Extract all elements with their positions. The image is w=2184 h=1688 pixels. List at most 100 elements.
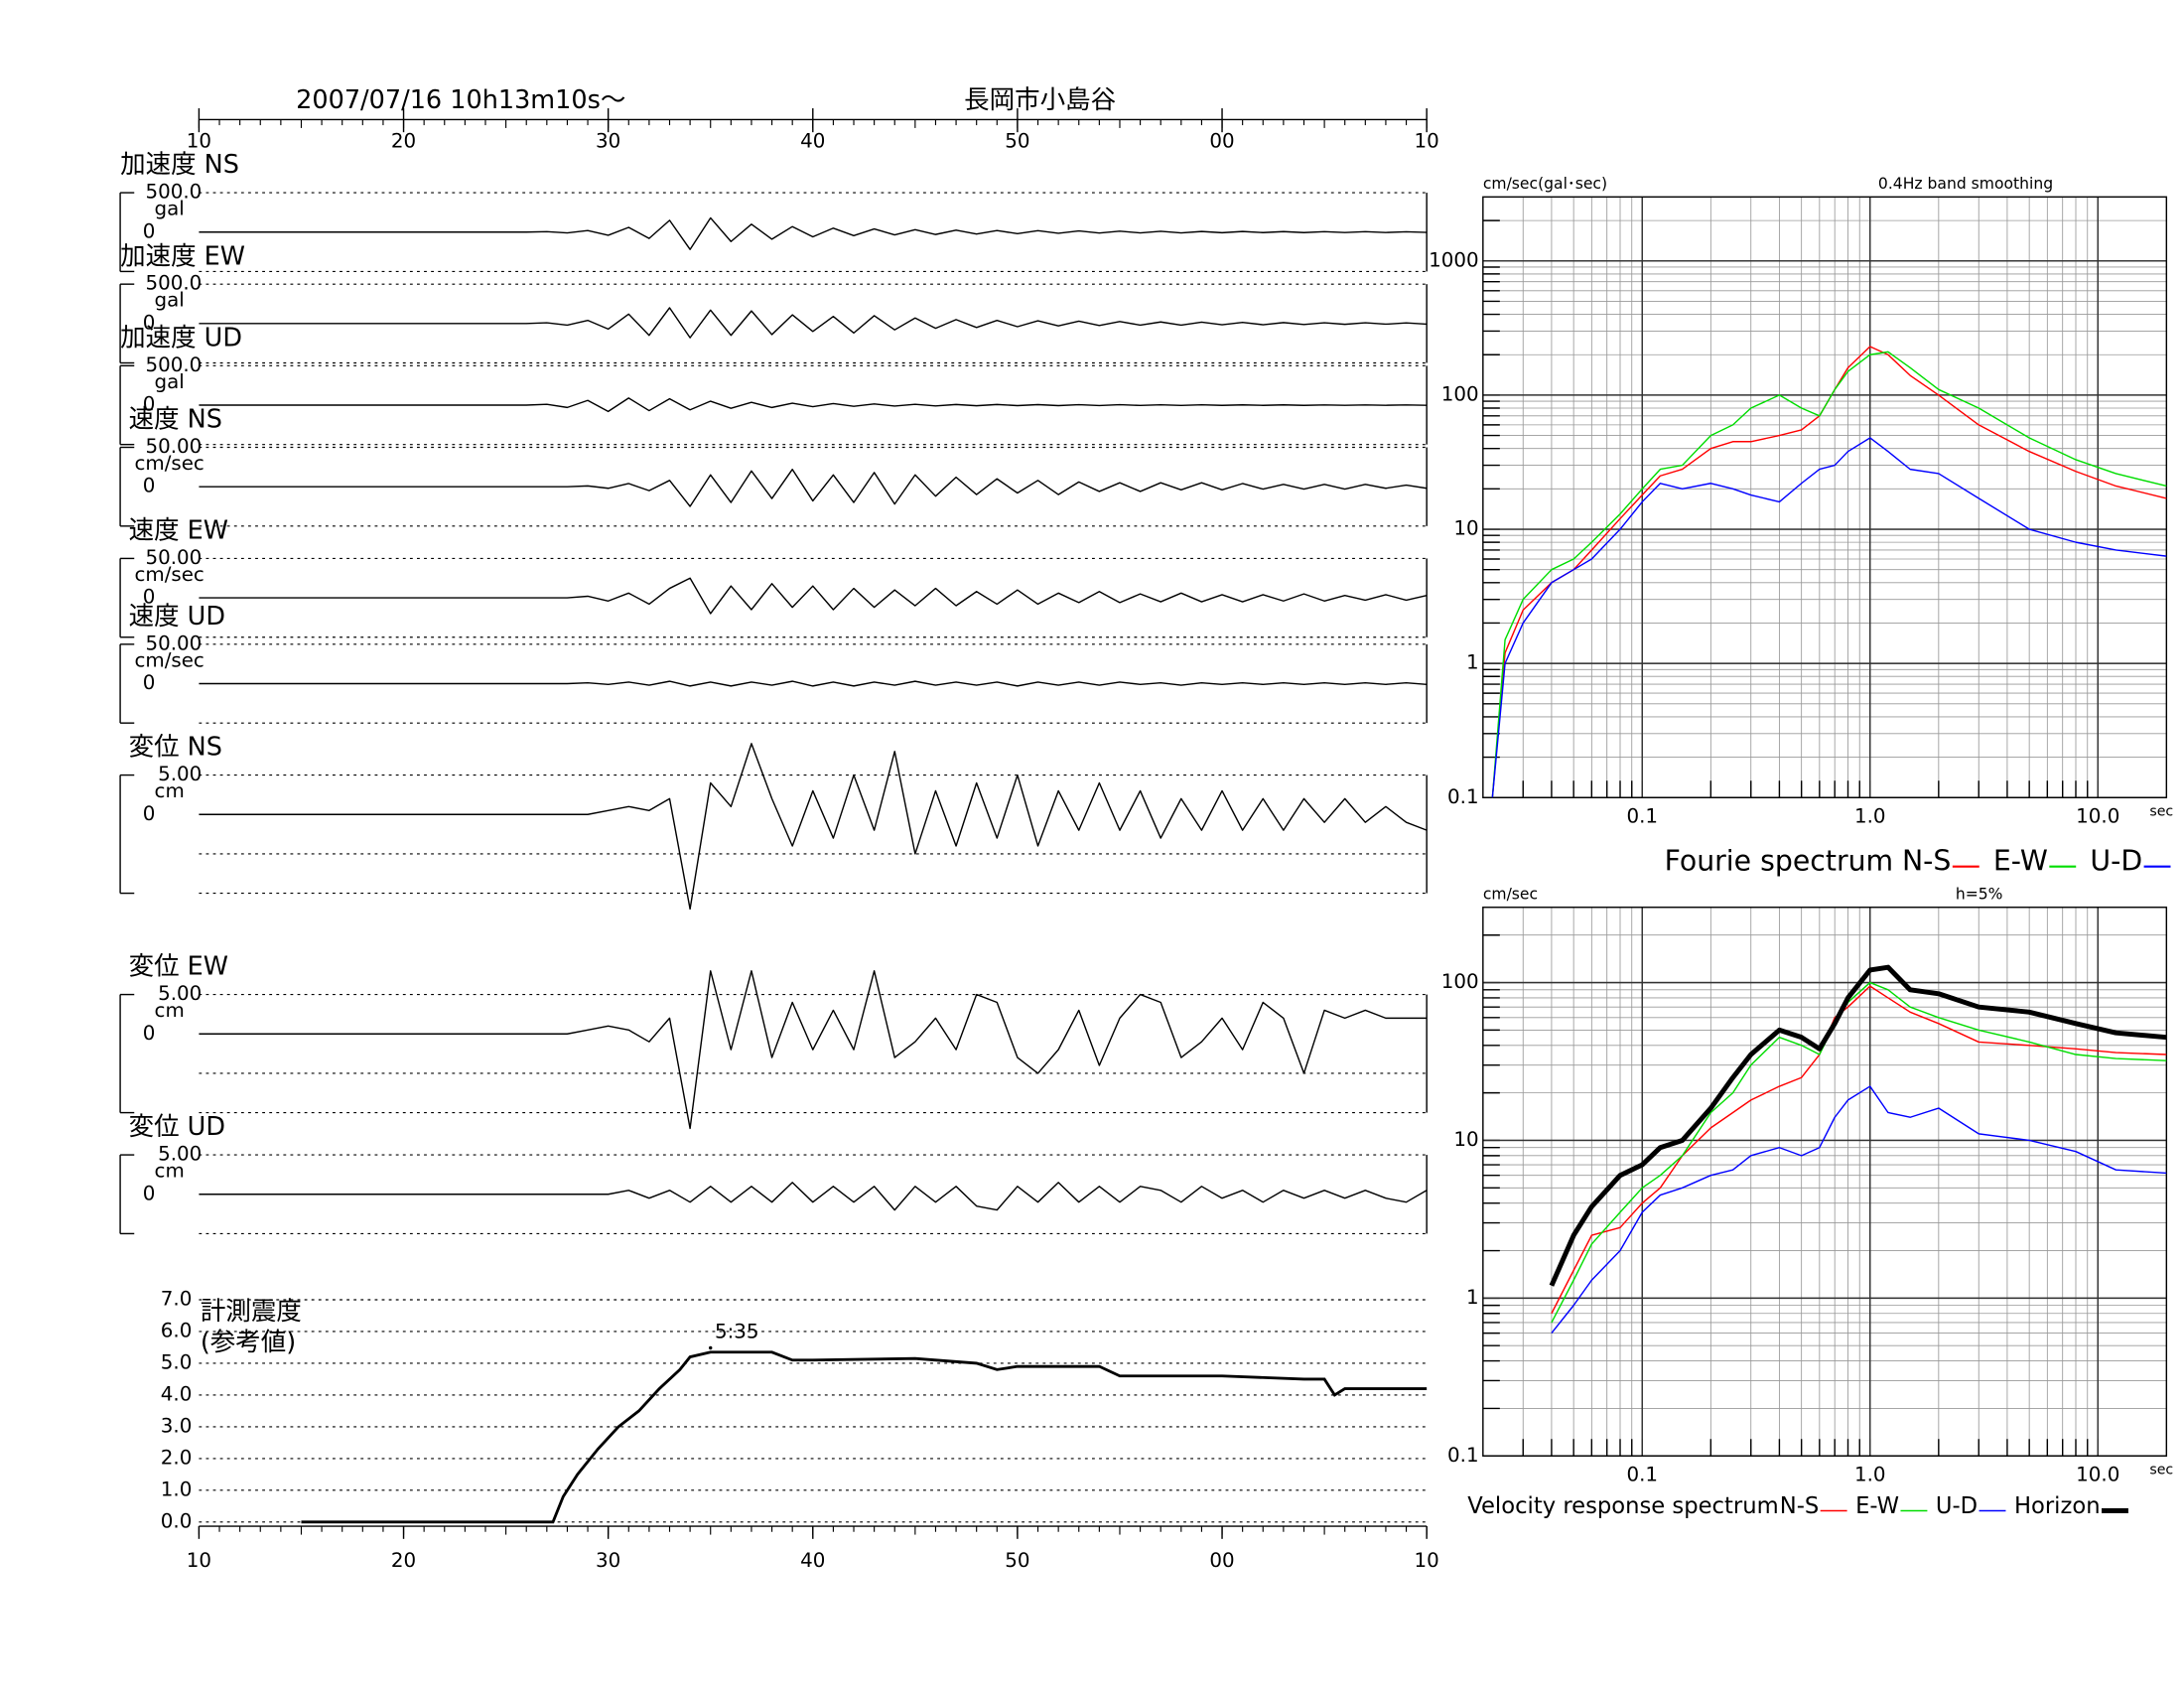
y-tick-label: 2.0 [161, 1446, 193, 1469]
spectrum-line [1551, 981, 2167, 1324]
panel-label: 変位 UD [129, 1112, 225, 1142]
y-axis-unit: cm/sec [1483, 886, 1538, 904]
scale-label: 50.00 [145, 435, 202, 458]
time-tick-label: 20 [391, 130, 416, 153]
x-tick-label: 1.0 [1854, 1464, 1886, 1486]
y-axis-unit: cm/sec(gal･sec) [1483, 175, 1607, 193]
unit-label: gal [155, 198, 185, 220]
y-tick-label: 1 [1466, 1286, 1479, 1309]
panel-label: 変位 NS [129, 733, 222, 763]
time-tick-label: 50 [1005, 130, 1029, 153]
unit-label: cm [155, 1160, 185, 1183]
spectrum-line [1491, 351, 2167, 798]
y-tick-label: 1.0 [161, 1477, 193, 1500]
y-tick-label: 100 [1441, 970, 1479, 993]
scale-label: 5.00 [158, 763, 202, 785]
legend-label: U-D [1936, 1493, 1978, 1519]
waveform-trace [199, 216, 1428, 250]
waveform-trace [199, 680, 1428, 687]
legend-label: U-D [2090, 844, 2142, 877]
unit-label: cm/sec [135, 452, 205, 475]
waveform-trace [199, 1182, 1428, 1211]
zero-label: 0 [143, 311, 156, 334]
panel-label: 速度 UD [129, 602, 225, 632]
time-tick-label: 30 [596, 1549, 620, 1572]
scale-label: 50.00 [145, 546, 202, 569]
y-tick-label: 1 [1466, 651, 1479, 674]
x-tick-label: 10.0 [2076, 1464, 2119, 1486]
y-tick-label: 4.0 [161, 1382, 193, 1405]
zero-label: 0 [143, 475, 156, 497]
spectrum-line [1551, 985, 2167, 1315]
legend-label: N-S [1780, 1493, 1820, 1519]
zero-label: 0 [143, 671, 156, 694]
plot-note: 0.4Hz band smoothing [1878, 175, 2053, 193]
x-axis-unit: sec [2149, 1462, 2173, 1477]
zero-label: 0 [143, 802, 156, 825]
y-tick-label: 0.0 [161, 1509, 193, 1532]
unit-label: gal [155, 370, 185, 393]
legend-title: Fourie spectrum [1665, 844, 1894, 877]
unit-label: cm [155, 999, 185, 1022]
x-tick-label: 0.1 [1626, 1464, 1658, 1486]
y-tick-label: 0.1 [1447, 1444, 1479, 1467]
scale-label: 5.00 [158, 982, 202, 1005]
spectrum-line [1551, 1085, 2167, 1335]
legend-label: Horizon [2014, 1493, 2101, 1519]
waveform-trace [199, 397, 1428, 413]
waveform-trace [199, 469, 1428, 507]
waveform-trace [199, 577, 1428, 615]
waveform-trace [199, 970, 1428, 1130]
legend-label: E-W [1855, 1493, 1899, 1519]
y-tick-label: 3.0 [161, 1414, 193, 1437]
y-tick-label: 5.0 [161, 1350, 193, 1373]
time-tick-label: 00 [1209, 130, 1234, 153]
time-tick-label: 10 [1415, 130, 1439, 153]
scale-label: 500.0 [145, 353, 202, 376]
plot-frame [1482, 907, 2168, 1457]
time-tick-label: 10 [187, 130, 211, 153]
scale-label: 5.00 [158, 1143, 202, 1166]
y-tick-label: 0.1 [1447, 785, 1479, 808]
zero-label: 0 [143, 1022, 156, 1045]
zero-label: 0 [143, 219, 156, 242]
scale-label: 500.0 [145, 272, 202, 295]
time-tick-label: 00 [1209, 1549, 1234, 1572]
unit-label: cm [155, 779, 185, 802]
scale-label: 500.0 [145, 181, 202, 204]
zero-label: 0 [143, 1182, 156, 1204]
peak-dot [709, 1345, 713, 1350]
y-tick-label: 10 [1453, 517, 1478, 540]
intensity-title: 計測震度 [201, 1297, 302, 1327]
x-tick-label: 10.0 [2076, 805, 2119, 828]
station-name: 長岡市小島谷 [964, 85, 1116, 115]
legend-label: E-W [1993, 844, 2048, 877]
spectrum-line [1549, 964, 2167, 1287]
time-tick-label: 10 [187, 1549, 211, 1572]
spectrum-line [1491, 346, 2167, 798]
waveform-trace [199, 307, 1428, 339]
x-tick-label: 0.1 [1626, 805, 1658, 828]
time-tick-label: 30 [596, 130, 620, 153]
intensity-subtitle: (参考値) [201, 1328, 296, 1357]
zero-label: 0 [143, 586, 156, 609]
record-title: 2007/07/16 10h13m10s〜 [296, 85, 625, 115]
unit-label: cm/sec [135, 563, 205, 586]
y-tick-label: 6.0 [161, 1319, 193, 1341]
x-axis-unit: sec [2149, 803, 2173, 819]
time-tick-label: 40 [800, 1549, 825, 1572]
time-tick-label: 50 [1005, 1549, 1029, 1572]
panel-label: 加速度 UD [120, 323, 242, 352]
panel-label: 速度 NS [129, 405, 222, 435]
intensity-line [301, 1350, 1428, 1524]
y-tick-label: 1000 [1429, 248, 1478, 271]
spectrum-line [1491, 437, 2167, 798]
x-tick-label: 1.0 [1854, 805, 1886, 828]
scale-label: 50.00 [145, 632, 202, 654]
plot-frame [1482, 196, 2168, 798]
time-tick-label: 10 [1415, 1549, 1439, 1572]
unit-label: gal [155, 289, 185, 312]
